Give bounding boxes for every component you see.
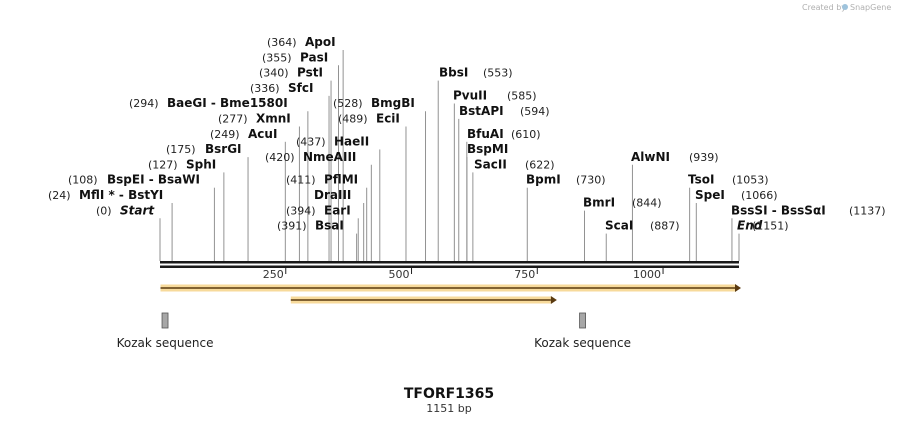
site-position-start: (0) xyxy=(96,204,112,217)
site-xmni: XmnI xyxy=(256,112,291,126)
site-position-haeii: (437) xyxy=(296,135,326,148)
site-position-acui: (249) xyxy=(210,128,240,141)
site-position-eari: (394) xyxy=(286,204,316,217)
site-position-psti: (340) xyxy=(259,67,289,80)
site-bfuai: BfuAI xyxy=(467,127,504,141)
site-bsai: BsaI xyxy=(315,219,344,233)
site-tsoi: TsoI xyxy=(688,173,714,187)
orf-arrowhead-1 xyxy=(735,284,741,292)
site-bstapi: BstAPI xyxy=(459,104,504,118)
brand-text: SnapGene xyxy=(850,3,891,12)
site-start: Start xyxy=(120,203,155,217)
orf-arrowhead-2 xyxy=(550,296,557,304)
site-pvuii: PvuII xyxy=(453,89,487,103)
site-pflmi: PflMI xyxy=(324,173,358,187)
feature-box-1 xyxy=(161,312,169,329)
axis-ticks: 250 500 750 1000 xyxy=(263,268,664,281)
site-position-bsai: (391) xyxy=(277,220,307,233)
credit-text: Created by xyxy=(802,3,846,12)
feature-label-1: Kozak sequence xyxy=(117,336,214,350)
site-leader-lines xyxy=(159,50,740,261)
site-bpmi: BpmI xyxy=(526,173,561,187)
site-position-end: (1151) xyxy=(752,220,789,233)
snapgene-logo: SnapGene xyxy=(842,3,891,12)
site-position-bsrgi: (175) xyxy=(166,143,196,156)
site-draiii: DraIII xyxy=(314,188,351,202)
site-end: End xyxy=(737,219,763,233)
site-position-ecii: (489) xyxy=(338,113,368,126)
tick-label-500: 500 xyxy=(389,268,410,281)
site-bsssi: BssSI - BssSαI xyxy=(731,203,826,217)
map-length: 1151 bp xyxy=(426,402,471,415)
sequence-backbone xyxy=(160,261,739,268)
site-bsrgi: BsrGI xyxy=(205,142,242,156)
site-position-spei: (1066) xyxy=(741,189,778,202)
site-position-alwni: (939) xyxy=(689,151,719,164)
site-position-xmni: (277) xyxy=(218,113,248,126)
site-sphi: SphI xyxy=(186,157,216,171)
site-position-apoi: (364) xyxy=(267,36,297,49)
site-acui: AcuI xyxy=(248,127,277,141)
site-position-pvuii: (585) xyxy=(507,90,537,103)
map-title: TFORF1365 xyxy=(404,386,494,402)
site-bbsi: BbsI xyxy=(439,66,468,80)
site-spei: SpeI xyxy=(695,188,725,202)
site-position-nmeaiii: (420) xyxy=(265,151,295,164)
site-apoi: ApoI xyxy=(305,35,336,49)
site-baegi: BaeGI - Bme1580I xyxy=(167,96,288,110)
feature-box-2 xyxy=(579,312,586,329)
site-bspei: BspEI - BsaWI xyxy=(107,173,200,187)
site-position-sacii: (622) xyxy=(525,158,555,171)
site-bspmi: BspMI xyxy=(467,142,508,156)
tick-label-250: 250 xyxy=(263,268,284,281)
site-psti: PstI xyxy=(297,66,323,80)
site-position-scai: (887) xyxy=(650,220,680,233)
site-bmri: BmrI xyxy=(583,196,615,210)
site-position-bfuai: (610) xyxy=(511,128,541,141)
feature-label-2: Kozak sequence xyxy=(534,336,631,350)
site-sfci: SfcI xyxy=(288,81,313,95)
site-position-mfli: (24) xyxy=(48,189,71,202)
site-position-sfci: (336) xyxy=(250,82,280,95)
site-labels: ApoI (364)PasI (355) PstI (340)SfcI (336)BaeG… xyxy=(48,35,886,233)
site-bmgbi: BmgBI xyxy=(371,96,415,110)
site-position-sphi: (127) xyxy=(148,158,178,171)
orf-tracks xyxy=(160,284,741,304)
site-sacii: SacII xyxy=(474,157,507,171)
tick-label-750: 750 xyxy=(514,268,535,281)
site-mfli: MflI * - BstYI xyxy=(79,188,163,202)
site-position-bsssi: (1137) xyxy=(849,204,886,217)
site-position-pflmi: (411) xyxy=(286,174,316,187)
site-alwni: AlwNI xyxy=(631,150,670,164)
site-ecii: EciI xyxy=(376,112,400,126)
site-position-pasi: (355) xyxy=(262,51,292,64)
site-pasi: PasI xyxy=(300,50,328,64)
site-position-bstapi: (594) xyxy=(520,105,550,118)
feature-track: Kozak sequence Kozak sequence xyxy=(117,312,631,350)
site-haeii: HaeII xyxy=(334,134,369,148)
site-position-bmgbi: (528) xyxy=(333,97,363,110)
site-position-bmri: (844) xyxy=(632,197,662,210)
site-position-baegi: (294) xyxy=(129,97,159,110)
site-scai: ScaI xyxy=(605,219,633,233)
tick-label-1000: 1000 xyxy=(633,268,661,281)
site-eari: EarI xyxy=(324,203,351,217)
site-position-tsoi: (1053) xyxy=(732,174,769,187)
site-position-bspei: (108) xyxy=(68,174,98,187)
site-nmeaiii: NmeAIII xyxy=(303,150,356,164)
site-position-bpmi: (730) xyxy=(576,174,606,187)
site-position-bbsi: (553) xyxy=(483,67,513,80)
